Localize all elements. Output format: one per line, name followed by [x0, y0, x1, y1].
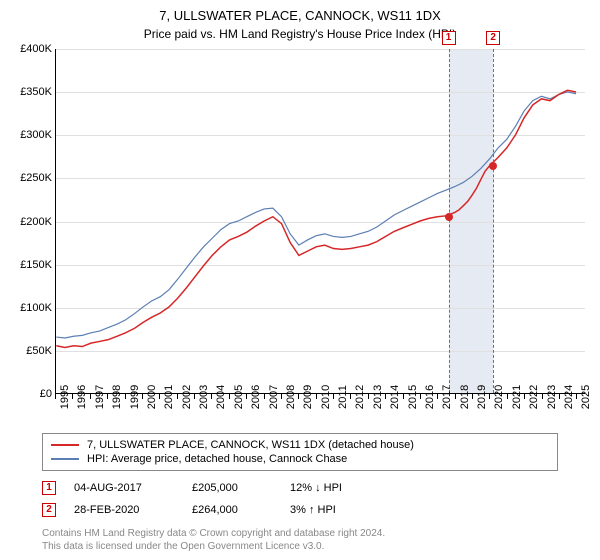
sale-marker: 1 — [442, 31, 456, 45]
record-date: 04-AUG-2017 — [74, 482, 174, 494]
reference-vline — [493, 49, 494, 393]
x-axis-label: 2024 — [563, 385, 575, 409]
chart-container: 7, ULLSWATER PLACE, CANNOCK, WS11 1DX Pr… — [0, 0, 600, 560]
series-hpi — [56, 92, 576, 338]
x-axis-label: 2018 — [459, 385, 471, 409]
record-marker: 1 — [42, 481, 56, 495]
sale-marker: 2 — [486, 31, 500, 45]
series-lines — [56, 49, 585, 393]
y-axis-label: £0 — [40, 388, 52, 400]
x-axis-label: 1995 — [59, 385, 71, 409]
x-axis-label: 2022 — [528, 385, 540, 409]
x-axis-label: 2001 — [163, 385, 175, 409]
legend-swatch-hpi — [51, 458, 79, 460]
records-list: 1 04-AUG-2017 £205,000 12% ↓ HPI 2 28-FE… — [42, 477, 558, 521]
y-axis-label: £200K — [20, 216, 52, 228]
x-axis-label: 2002 — [181, 385, 193, 409]
legend-swatch-ppd — [51, 444, 79, 446]
x-axis-label: 2015 — [407, 385, 419, 409]
legend-box: 7, ULLSWATER PLACE, CANNOCK, WS11 1DX (d… — [42, 433, 558, 471]
x-axis-label: 2000 — [146, 385, 158, 409]
x-axis-label: 2021 — [511, 385, 523, 409]
record-row: 2 28-FEB-2020 £264,000 3% ↑ HPI — [42, 499, 558, 521]
x-axis-label: 2005 — [233, 385, 245, 409]
x-axis-label: 2013 — [372, 385, 384, 409]
x-axis-label: 1999 — [129, 385, 141, 409]
x-axis-label: 2006 — [250, 385, 262, 409]
record-marker: 2 — [42, 503, 56, 517]
record-price: £264,000 — [192, 504, 272, 516]
y-axis-label: £50K — [26, 345, 52, 357]
record-diff: 3% ↑ HPI — [290, 504, 370, 516]
x-axis-label: 2003 — [198, 385, 210, 409]
footer-line: Contains HM Land Registry data © Crown c… — [42, 527, 558, 540]
x-axis-label: 2014 — [389, 385, 401, 409]
legend-item-ppd: 7, ULLSWATER PLACE, CANNOCK, WS11 1DX (d… — [51, 438, 549, 452]
y-axis-label: £350K — [20, 86, 52, 98]
y-axis-label: £300K — [20, 129, 52, 141]
x-axis-label: 2020 — [493, 385, 505, 409]
x-axis-label: 2012 — [354, 385, 366, 409]
legend-item-hpi: HPI: Average price, detached house, Cann… — [51, 452, 549, 466]
x-axis-label: 2023 — [546, 385, 558, 409]
y-axis-label: £400K — [20, 43, 52, 55]
x-axis-label: 2007 — [268, 385, 280, 409]
chart-subtitle: Price paid vs. HM Land Registry's House … — [0, 23, 600, 49]
x-axis-label: 2016 — [424, 385, 436, 409]
chart-area: 12 £0£50K£100K£150K£200K£250K£300K£350K£… — [0, 49, 600, 429]
footer-attribution: Contains HM Land Registry data © Crown c… — [42, 527, 558, 553]
record-price: £205,000 — [192, 482, 272, 494]
x-axis-label: 1998 — [111, 385, 123, 409]
x-axis-label: 2017 — [441, 385, 453, 409]
record-date: 28-FEB-2020 — [74, 504, 174, 516]
x-axis-label: 2019 — [476, 385, 488, 409]
plot-region: 12 — [55, 49, 585, 394]
x-axis-label: 1996 — [76, 385, 88, 409]
y-axis-label: £250K — [20, 172, 52, 184]
series-ppd — [56, 90, 576, 347]
chart-title: 7, ULLSWATER PLACE, CANNOCK, WS11 1DX — [0, 0, 600, 23]
record-row: 1 04-AUG-2017 £205,000 12% ↓ HPI — [42, 477, 558, 499]
x-axis-label: 2004 — [215, 385, 227, 409]
x-axis-label: 1997 — [94, 385, 106, 409]
x-axis-label: 2009 — [302, 385, 314, 409]
x-axis-label: 2010 — [320, 385, 332, 409]
legend-label-ppd: 7, ULLSWATER PLACE, CANNOCK, WS11 1DX (d… — [87, 439, 414, 451]
legend-label-hpi: HPI: Average price, detached house, Cann… — [87, 453, 347, 465]
y-axis-label: £100K — [20, 302, 52, 314]
sale-point — [489, 162, 497, 170]
sale-point — [445, 213, 453, 221]
x-axis-label: 2008 — [285, 385, 297, 409]
record-diff: 12% ↓ HPI — [290, 482, 370, 494]
x-axis-label: 2025 — [580, 385, 592, 409]
x-axis-label: 2011 — [337, 385, 349, 409]
footer-line: This data is licensed under the Open Gov… — [42, 540, 558, 553]
y-axis-label: £150K — [20, 259, 52, 271]
